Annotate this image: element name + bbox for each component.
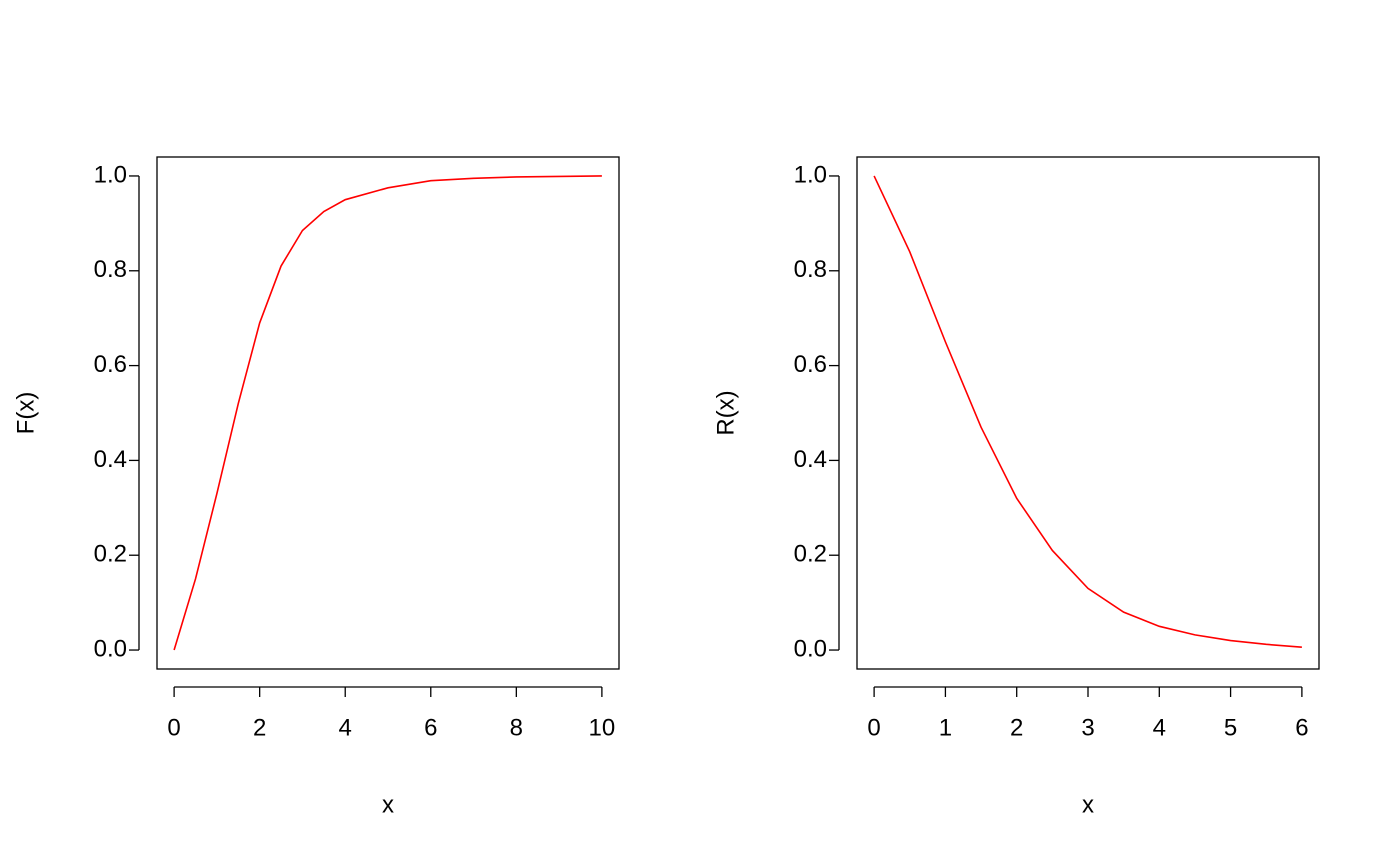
x-tick-label: 10: [589, 714, 616, 741]
line-series: [173, 175, 602, 651]
x-tick-label: 1: [939, 714, 952, 741]
y-tick-label: 0.8: [94, 256, 127, 283]
y-axis-label: R(x): [712, 390, 739, 435]
y-tick-label: 0.0: [794, 635, 827, 662]
y-axis-label: F(x): [12, 392, 39, 435]
x-tick-label: 0: [167, 714, 180, 741]
x-tick-label: 3: [1081, 714, 1094, 741]
y-tick-label: 0.0: [94, 635, 127, 662]
x-axis-label: x: [1082, 791, 1094, 818]
y-tick-label: 1.0: [794, 161, 827, 188]
y-tick-label: 0.4: [94, 446, 127, 473]
x-tick-label: 8: [510, 714, 523, 741]
y-tick-label: 0.6: [94, 351, 127, 378]
line-series: [873, 175, 1302, 648]
x-tick-label: 5: [1224, 714, 1237, 741]
plot-frame: [156, 156, 620, 670]
x-tick-label: 6: [1295, 714, 1308, 741]
x-axis-label: x: [382, 791, 394, 818]
y-tick-label: 0.6: [794, 351, 827, 378]
y-tick-label: 0.4: [794, 446, 827, 473]
x-tick-label: 4: [339, 714, 352, 741]
x-tick-label: 2: [253, 714, 266, 741]
y-tick-label: 1.0: [94, 161, 127, 188]
y-tick-label: 0.2: [94, 541, 127, 568]
x-tick-label: 0: [867, 714, 880, 741]
x-tick-label: 4: [1153, 714, 1166, 741]
y-tick-label: 0.2: [794, 541, 827, 568]
plot-frame: [856, 156, 1320, 670]
y-tick-label: 0.8: [794, 256, 827, 283]
x-tick-label: 6: [424, 714, 437, 741]
x-tick-label: 2: [1010, 714, 1023, 741]
